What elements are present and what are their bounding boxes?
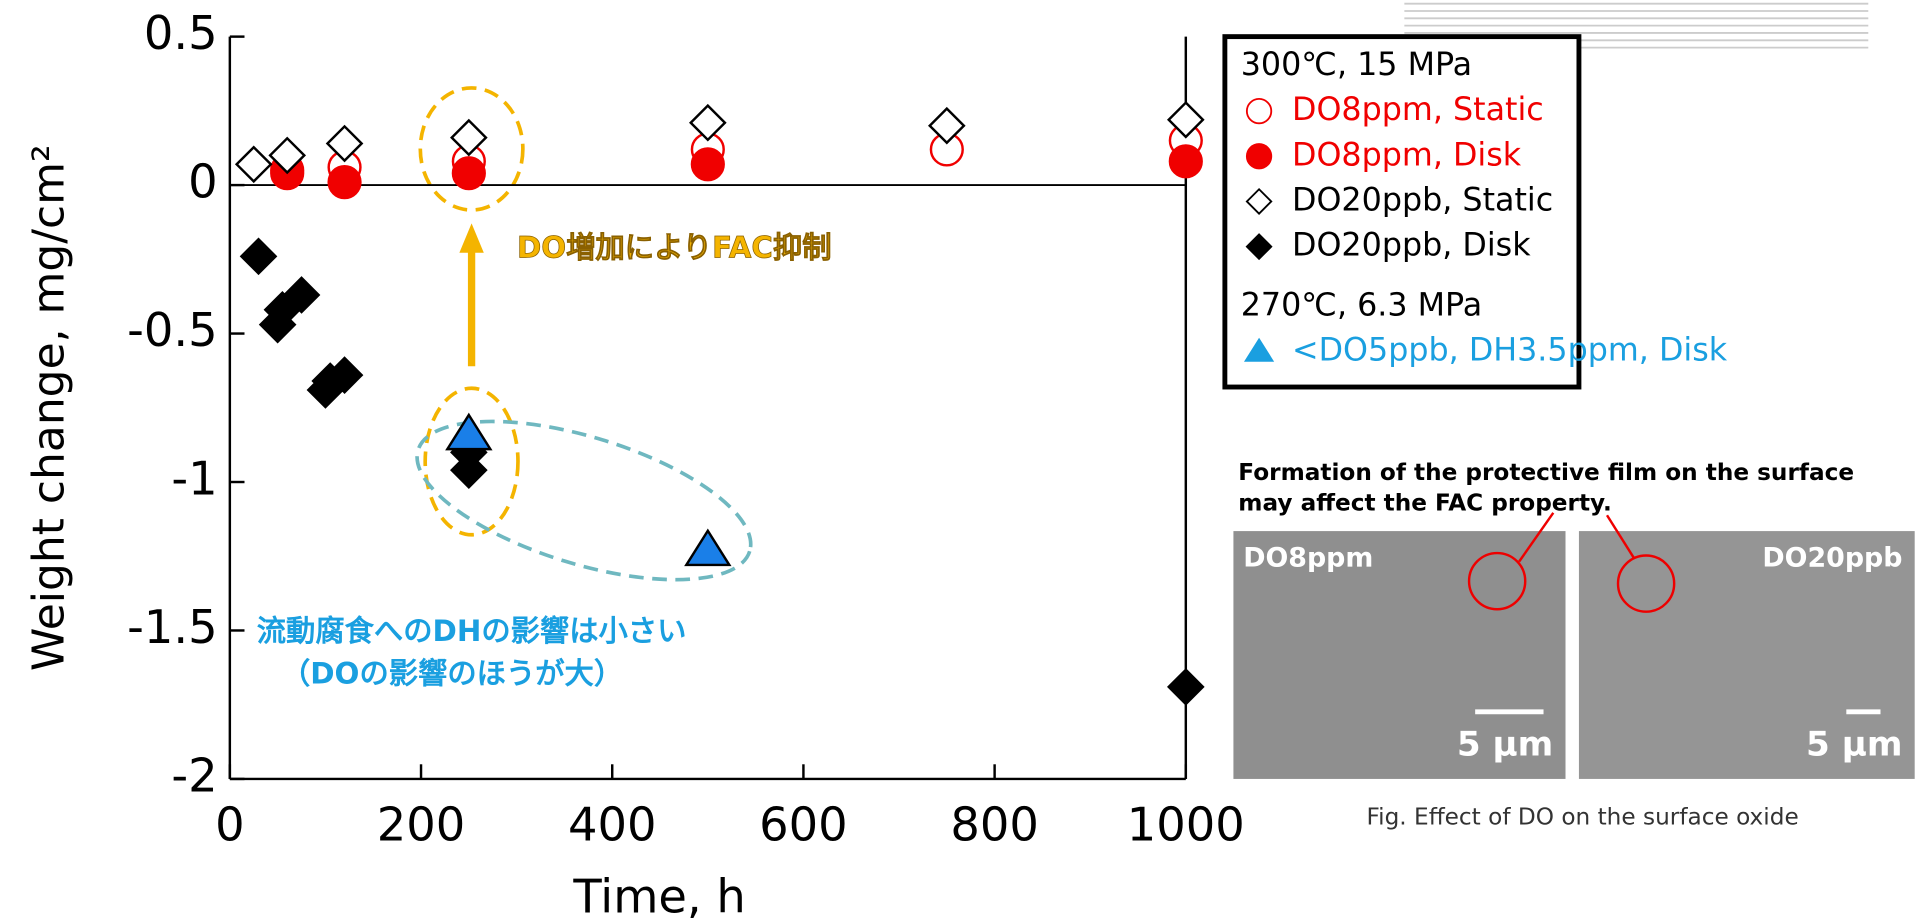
x-tick-label: 600 <box>759 797 848 851</box>
legend-title: 300℃, 15 MPa <box>1241 47 1472 83</box>
legend-label: <DO5ppb, DH3.5ppm, Disk <box>1292 333 1728 369</box>
legend-marker <box>1247 99 1271 123</box>
panel-label: DO8ppm <box>1243 543 1373 574</box>
x-axis-label: Time, h <box>572 869 745 923</box>
y-tick-label: 0 <box>188 155 218 209</box>
figure-note: may affect the FAC property. <box>1238 490 1612 517</box>
annotation: （DOの影響のほうが大） <box>281 657 623 691</box>
legend-label: DO8ppm, Disk <box>1292 137 1522 173</box>
legend-label: DO20ppb, Static <box>1292 182 1553 218</box>
x-tick-label: 200 <box>377 797 466 851</box>
x-tick-label: 1000 <box>1127 797 1245 851</box>
marker <box>453 157 485 189</box>
marker <box>1170 145 1202 177</box>
x-tick-label: 0 <box>215 797 245 851</box>
x-tick-label: 400 <box>568 797 657 851</box>
chart: Time, h Weight change, mg/cm² DO増加によりFAC… <box>0 0 1915 923</box>
y-tick-label: -2 <box>171 748 217 802</box>
y-tick-label: -1 <box>171 452 217 506</box>
marker <box>1169 670 1203 704</box>
y-tick-label: -1.5 <box>127 600 218 654</box>
scale-bar-label: 5 µm <box>1806 724 1902 764</box>
y-axis-label: Weight change, mg/cm² <box>24 144 75 671</box>
y-tick-label: 0.5 <box>144 6 218 60</box>
legend-marker <box>1247 144 1271 168</box>
x-tick-label: 800 <box>950 797 1039 851</box>
legend-label: DO20ppb, Disk <box>1292 228 1531 264</box>
y-tick-label: -0.5 <box>127 303 218 357</box>
marker <box>241 239 275 273</box>
marker <box>692 148 724 180</box>
marker <box>686 531 729 565</box>
scale-bar-label: 5 µm <box>1457 724 1553 764</box>
marker <box>237 147 271 181</box>
marker <box>329 166 361 198</box>
legend-title: 270℃, 6.3 MPa <box>1241 287 1482 323</box>
panel-label: DO20ppb <box>1762 543 1902 574</box>
annotation: 流動腐食へのDHの影響は小さい <box>257 614 687 648</box>
marker <box>691 106 725 140</box>
figure-caption: Fig. Effect of DO on the surface oxide <box>1366 804 1798 831</box>
figure-note: Formation of the protective film on the … <box>1238 459 1854 486</box>
legend-label: DO8ppm, Static <box>1292 92 1544 128</box>
annotation: DO増加によりFAC抑制 <box>517 231 832 265</box>
